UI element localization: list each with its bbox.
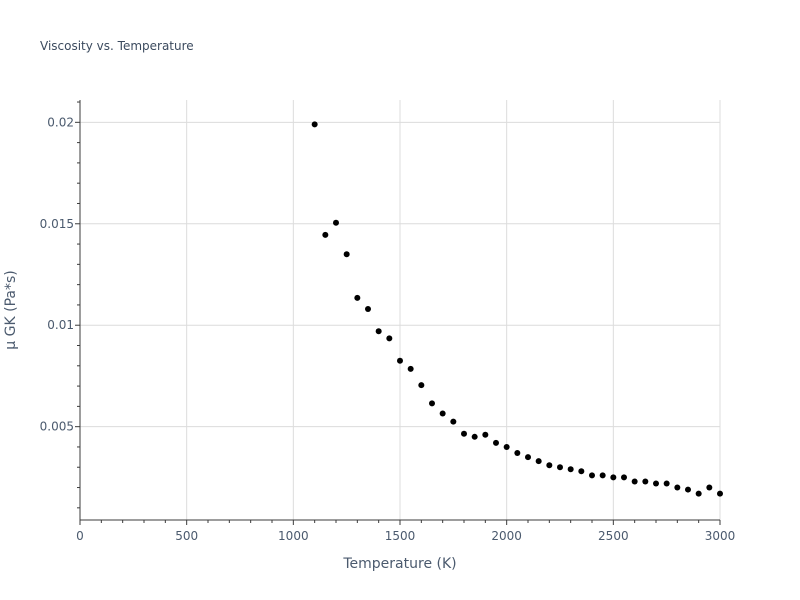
data-point <box>685 486 691 493</box>
data-point <box>653 480 659 487</box>
y-tick-label: 0.015 <box>40 217 74 231</box>
x-tick-label: 0 <box>76 529 84 543</box>
data-point <box>354 294 361 301</box>
x-axis-title: Temperature (K) <box>342 556 456 572</box>
data-point <box>375 328 382 335</box>
data-point <box>599 472 606 479</box>
data-point <box>567 466 574 473</box>
data-point <box>621 474 627 481</box>
data-point <box>717 490 723 497</box>
chart-title: Viscosity vs. Temperature <box>40 39 194 53</box>
y-tick-label: 0.02 <box>47 115 74 129</box>
data-point <box>557 464 563 471</box>
data-point <box>578 468 585 475</box>
data-point <box>450 418 457 425</box>
data-point <box>407 365 414 372</box>
data-point <box>631 478 638 485</box>
data-point <box>514 450 521 457</box>
x-tick-label: 1500 <box>385 529 416 543</box>
data-point <box>546 462 553 469</box>
grid-lines <box>80 100 721 520</box>
data-point <box>663 480 670 487</box>
data-points <box>311 121 723 497</box>
data-point <box>439 410 446 417</box>
data-point <box>461 430 467 437</box>
data-point <box>386 335 393 342</box>
data-point <box>493 439 499 446</box>
data-point <box>418 382 425 389</box>
y-tick-label: 0.01 <box>47 318 74 332</box>
x-tick-label: 2500 <box>598 529 629 543</box>
data-point <box>610 474 617 481</box>
data-point <box>674 484 681 491</box>
x-tick-label: 3000 <box>705 529 736 543</box>
data-point <box>525 454 531 461</box>
data-point <box>642 478 649 485</box>
y-tick-label: 0.005 <box>40 420 74 434</box>
data-point <box>503 443 510 450</box>
data-point <box>429 400 435 407</box>
x-tick-label: 1000 <box>278 529 309 543</box>
data-point <box>397 357 403 364</box>
data-point <box>322 231 329 238</box>
data-point <box>343 251 350 258</box>
data-point <box>535 458 542 465</box>
data-point <box>365 305 371 312</box>
data-point <box>333 219 339 226</box>
y-axis-title: μ GK (Pa*s) <box>3 270 19 349</box>
axes: 0 500 1000 1500 2000 2500 3000 0.005 0.01 0.015 0.… <box>40 100 736 543</box>
data-point <box>589 472 595 479</box>
data-point <box>706 484 713 491</box>
data-point <box>695 490 702 497</box>
x-tick-label: 2000 <box>491 529 522 543</box>
data-point <box>311 121 318 128</box>
data-point <box>471 433 478 440</box>
x-tick-label: 500 <box>175 529 198 543</box>
data-point <box>482 431 489 438</box>
